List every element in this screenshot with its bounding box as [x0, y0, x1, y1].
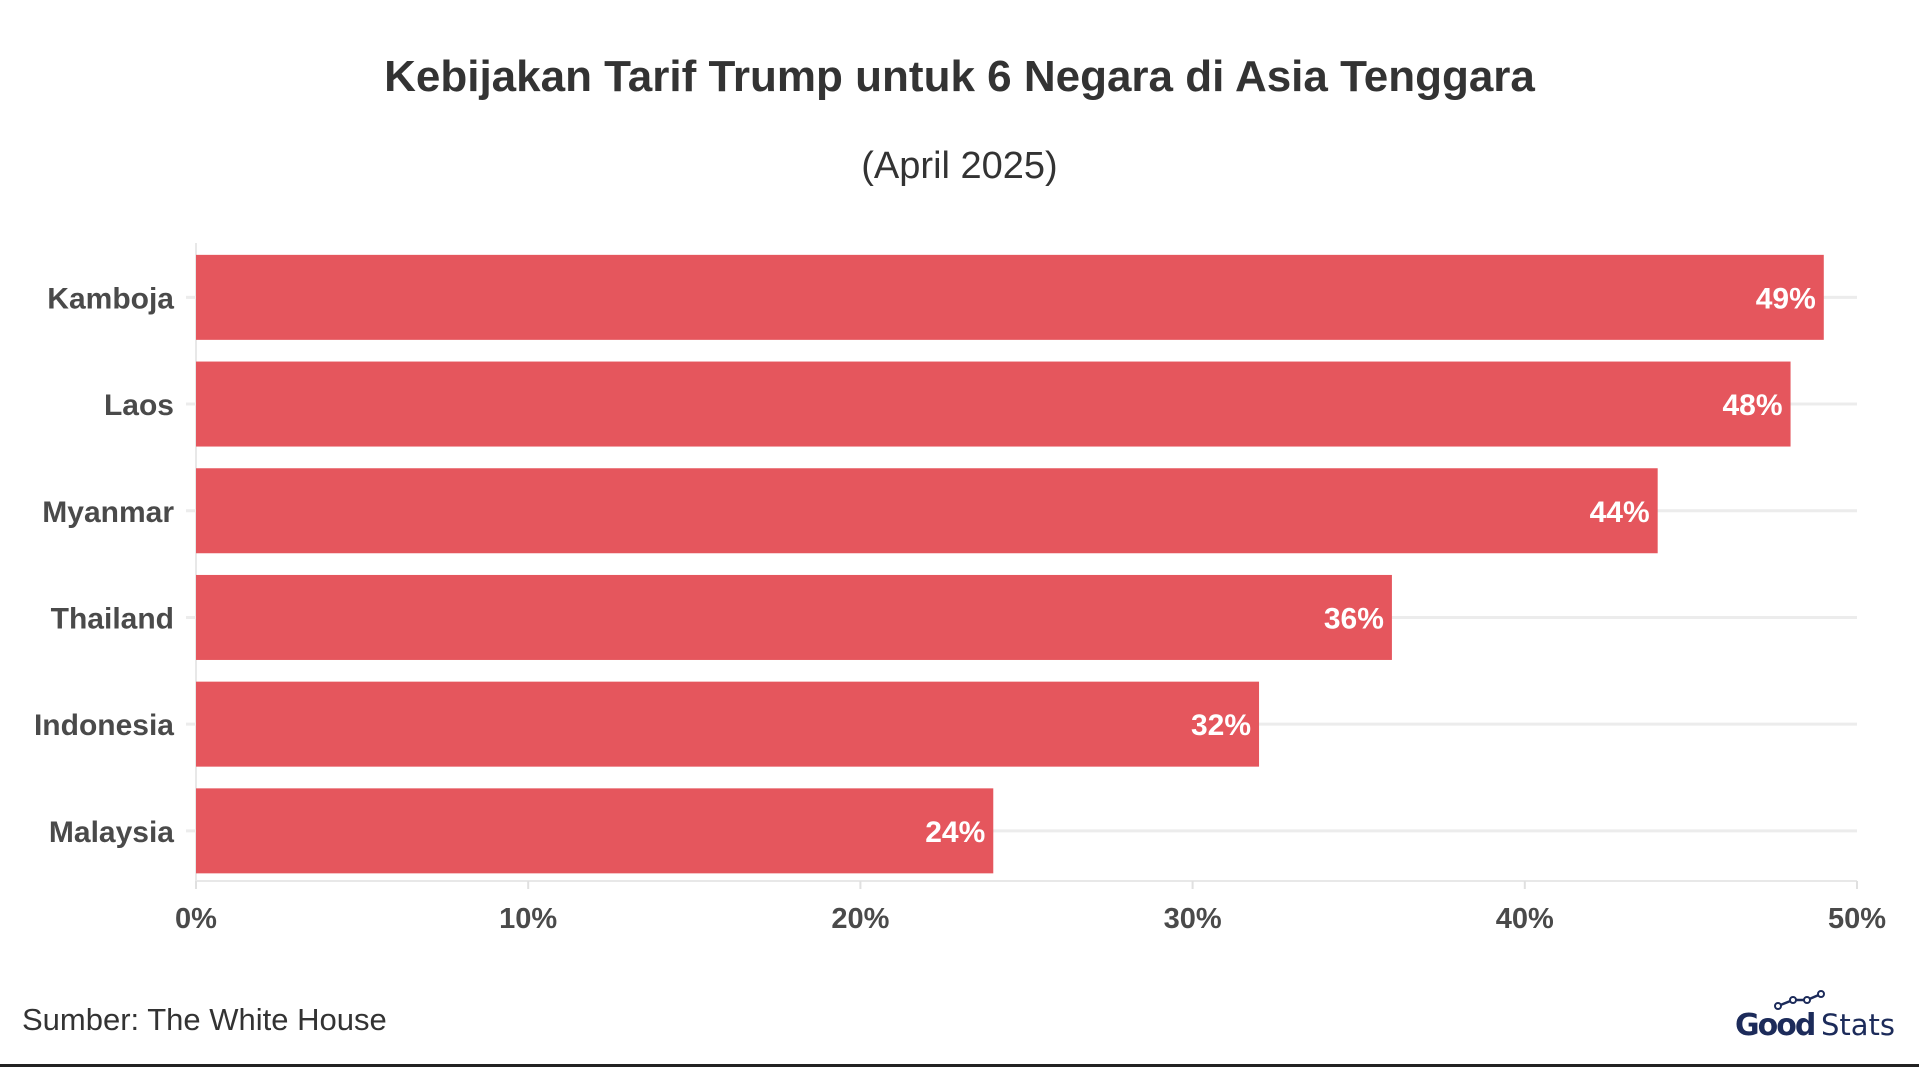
x-tick-label: 10% [499, 903, 557, 935]
data-label: 24% [925, 816, 985, 849]
category-label: Indonesia [34, 709, 174, 742]
category-label: Malaysia [49, 816, 174, 849]
bar-kamboja [196, 254, 1824, 340]
x-tick-label: 30% [1164, 903, 1222, 935]
source-note: Sumber: The White House [22, 1002, 387, 1037]
x-tick-label: 20% [831, 903, 889, 935]
bar-malaysia [196, 788, 994, 874]
data-label: 32% [1191, 709, 1251, 742]
chart-subtitle: (April 2025) [861, 145, 1058, 187]
bar-myanmar [196, 468, 1658, 554]
goodstats-logo: Good Stats [1735, 990, 1895, 1040]
bar-laos [196, 361, 1791, 447]
category-label: Laos [104, 389, 174, 422]
svg-text:Good: Good [1735, 1008, 1814, 1040]
bar-chart: 0% 10% 20% 30% 40% 50% Kamboja 49% Laos 48% Myanma… [34, 243, 1886, 935]
chart-title: Kebijakan Tarif Trump untuk 6 Negara di … [384, 52, 1535, 101]
x-tick-label: 40% [1496, 903, 1554, 935]
svg-text:Stats: Stats [1821, 1008, 1895, 1040]
x-tick-label: 0% [175, 903, 217, 935]
data-label: 49% [1756, 282, 1816, 315]
x-tick-label: 50% [1828, 903, 1886, 935]
bottom-border [0, 1064, 1919, 1067]
data-label: 48% [1723, 389, 1783, 422]
bar-thailand [196, 574, 1392, 660]
category-label: Thailand [51, 602, 174, 635]
category-label: Kamboja [47, 282, 174, 315]
category-label: Myanmar [42, 496, 174, 529]
data-label: 36% [1324, 602, 1384, 635]
bar-indonesia [196, 681, 1260, 767]
data-label: 44% [1590, 496, 1650, 529]
